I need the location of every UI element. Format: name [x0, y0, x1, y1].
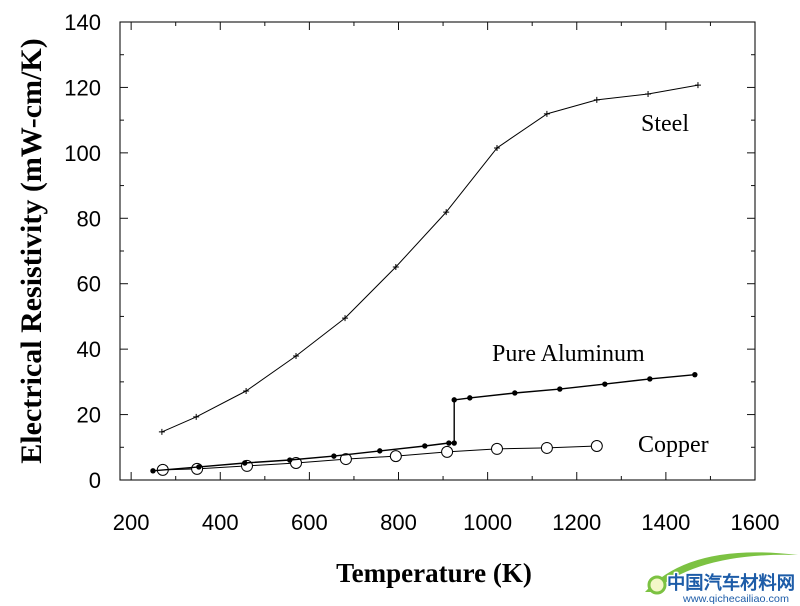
- y-axis-title: Electrical Resistivity (mW-cm/K): [15, 38, 48, 463]
- x-tick-label: 200: [113, 510, 150, 535]
- pure-aluminum-point: [602, 381, 608, 387]
- x-tick-label: 400: [202, 510, 239, 535]
- steel-point: [158, 428, 165, 435]
- steel-line: [161, 84, 699, 433]
- pure-aluminum-point: [242, 460, 248, 466]
- pure-aluminum-point: [377, 448, 383, 454]
- steel-point: [243, 388, 250, 395]
- steel-point: [593, 96, 600, 103]
- y-tick-label: 140: [64, 10, 101, 35]
- y-tick-label: 120: [64, 75, 101, 100]
- pure-aluminum-point: [446, 440, 452, 446]
- x-tick-label: 600: [291, 510, 328, 535]
- pure-aluminum-point: [150, 468, 156, 474]
- copper-point: [540, 441, 553, 454]
- watermark-name: 中国汽车材料网: [667, 572, 795, 594]
- series-label-copper: Copper: [638, 432, 709, 458]
- pure-aluminum-point: [196, 464, 202, 470]
- steel-point: [193, 413, 200, 420]
- pure-aluminum-point: [692, 371, 698, 378]
- series-layer: [150, 82, 701, 476]
- steel-point: [443, 209, 450, 216]
- y-tick-label: 100: [64, 141, 101, 166]
- watermark-emblem-icon: [647, 575, 667, 595]
- watermark-logo: 中国汽车材料网 www.qichecailiao.com: [645, 552, 798, 605]
- pure-aluminum-point: [422, 443, 428, 449]
- x-tick-label: 1400: [641, 510, 690, 535]
- y-tick-label: 0: [89, 468, 101, 493]
- copper-point: [441, 445, 454, 458]
- x-tick-label: 1600: [731, 510, 780, 535]
- watermark-swoosh: [645, 552, 798, 592]
- tick-label-layer: 0 20 40 60 80 100 120 140 200 400 600 800 1000 1200 14…: [64, 10, 779, 535]
- copper-point: [590, 439, 603, 452]
- x-tick-label: 1200: [552, 510, 601, 535]
- pure-aluminum-point: [557, 386, 563, 392]
- copper-point: [339, 453, 352, 466]
- copper-point: [389, 450, 402, 463]
- copper-point: [490, 442, 503, 455]
- steel-point: [645, 90, 652, 97]
- pure-aluminum-point: [331, 453, 337, 459]
- y-tick-label: 60: [77, 272, 101, 297]
- y-tick-label: 40: [77, 337, 101, 362]
- pure-aluminum-point: [512, 390, 518, 396]
- steel-point: [293, 353, 300, 360]
- steel-point: [543, 110, 550, 117]
- steel-point: [694, 82, 701, 89]
- pure-aluminum-point: [451, 440, 457, 446]
- pure-aluminum-point: [647, 376, 653, 382]
- steel-point: [392, 264, 399, 271]
- steel-point: [342, 315, 349, 322]
- pure-aluminum-point: [451, 397, 457, 403]
- series-label-steel: Steel: [641, 111, 689, 137]
- pure-aluminum-point: [467, 395, 473, 401]
- steel-point: [493, 144, 500, 151]
- x-axis-title: Temperature (K): [336, 558, 532, 588]
- x-tick-label: 1000: [463, 510, 512, 535]
- series-label-pure-aluminum: Pure Aluminum: [492, 341, 645, 367]
- pure-aluminum-point: [287, 457, 293, 463]
- y-tick-label: 20: [77, 403, 101, 428]
- x-tick-label: 800: [380, 510, 417, 535]
- axes-layer: [119, 21, 756, 481]
- watermark-url: www.qichecailiao.com: [682, 593, 789, 605]
- copper-line: [162, 445, 597, 471]
- y-tick-label: 80: [77, 206, 101, 231]
